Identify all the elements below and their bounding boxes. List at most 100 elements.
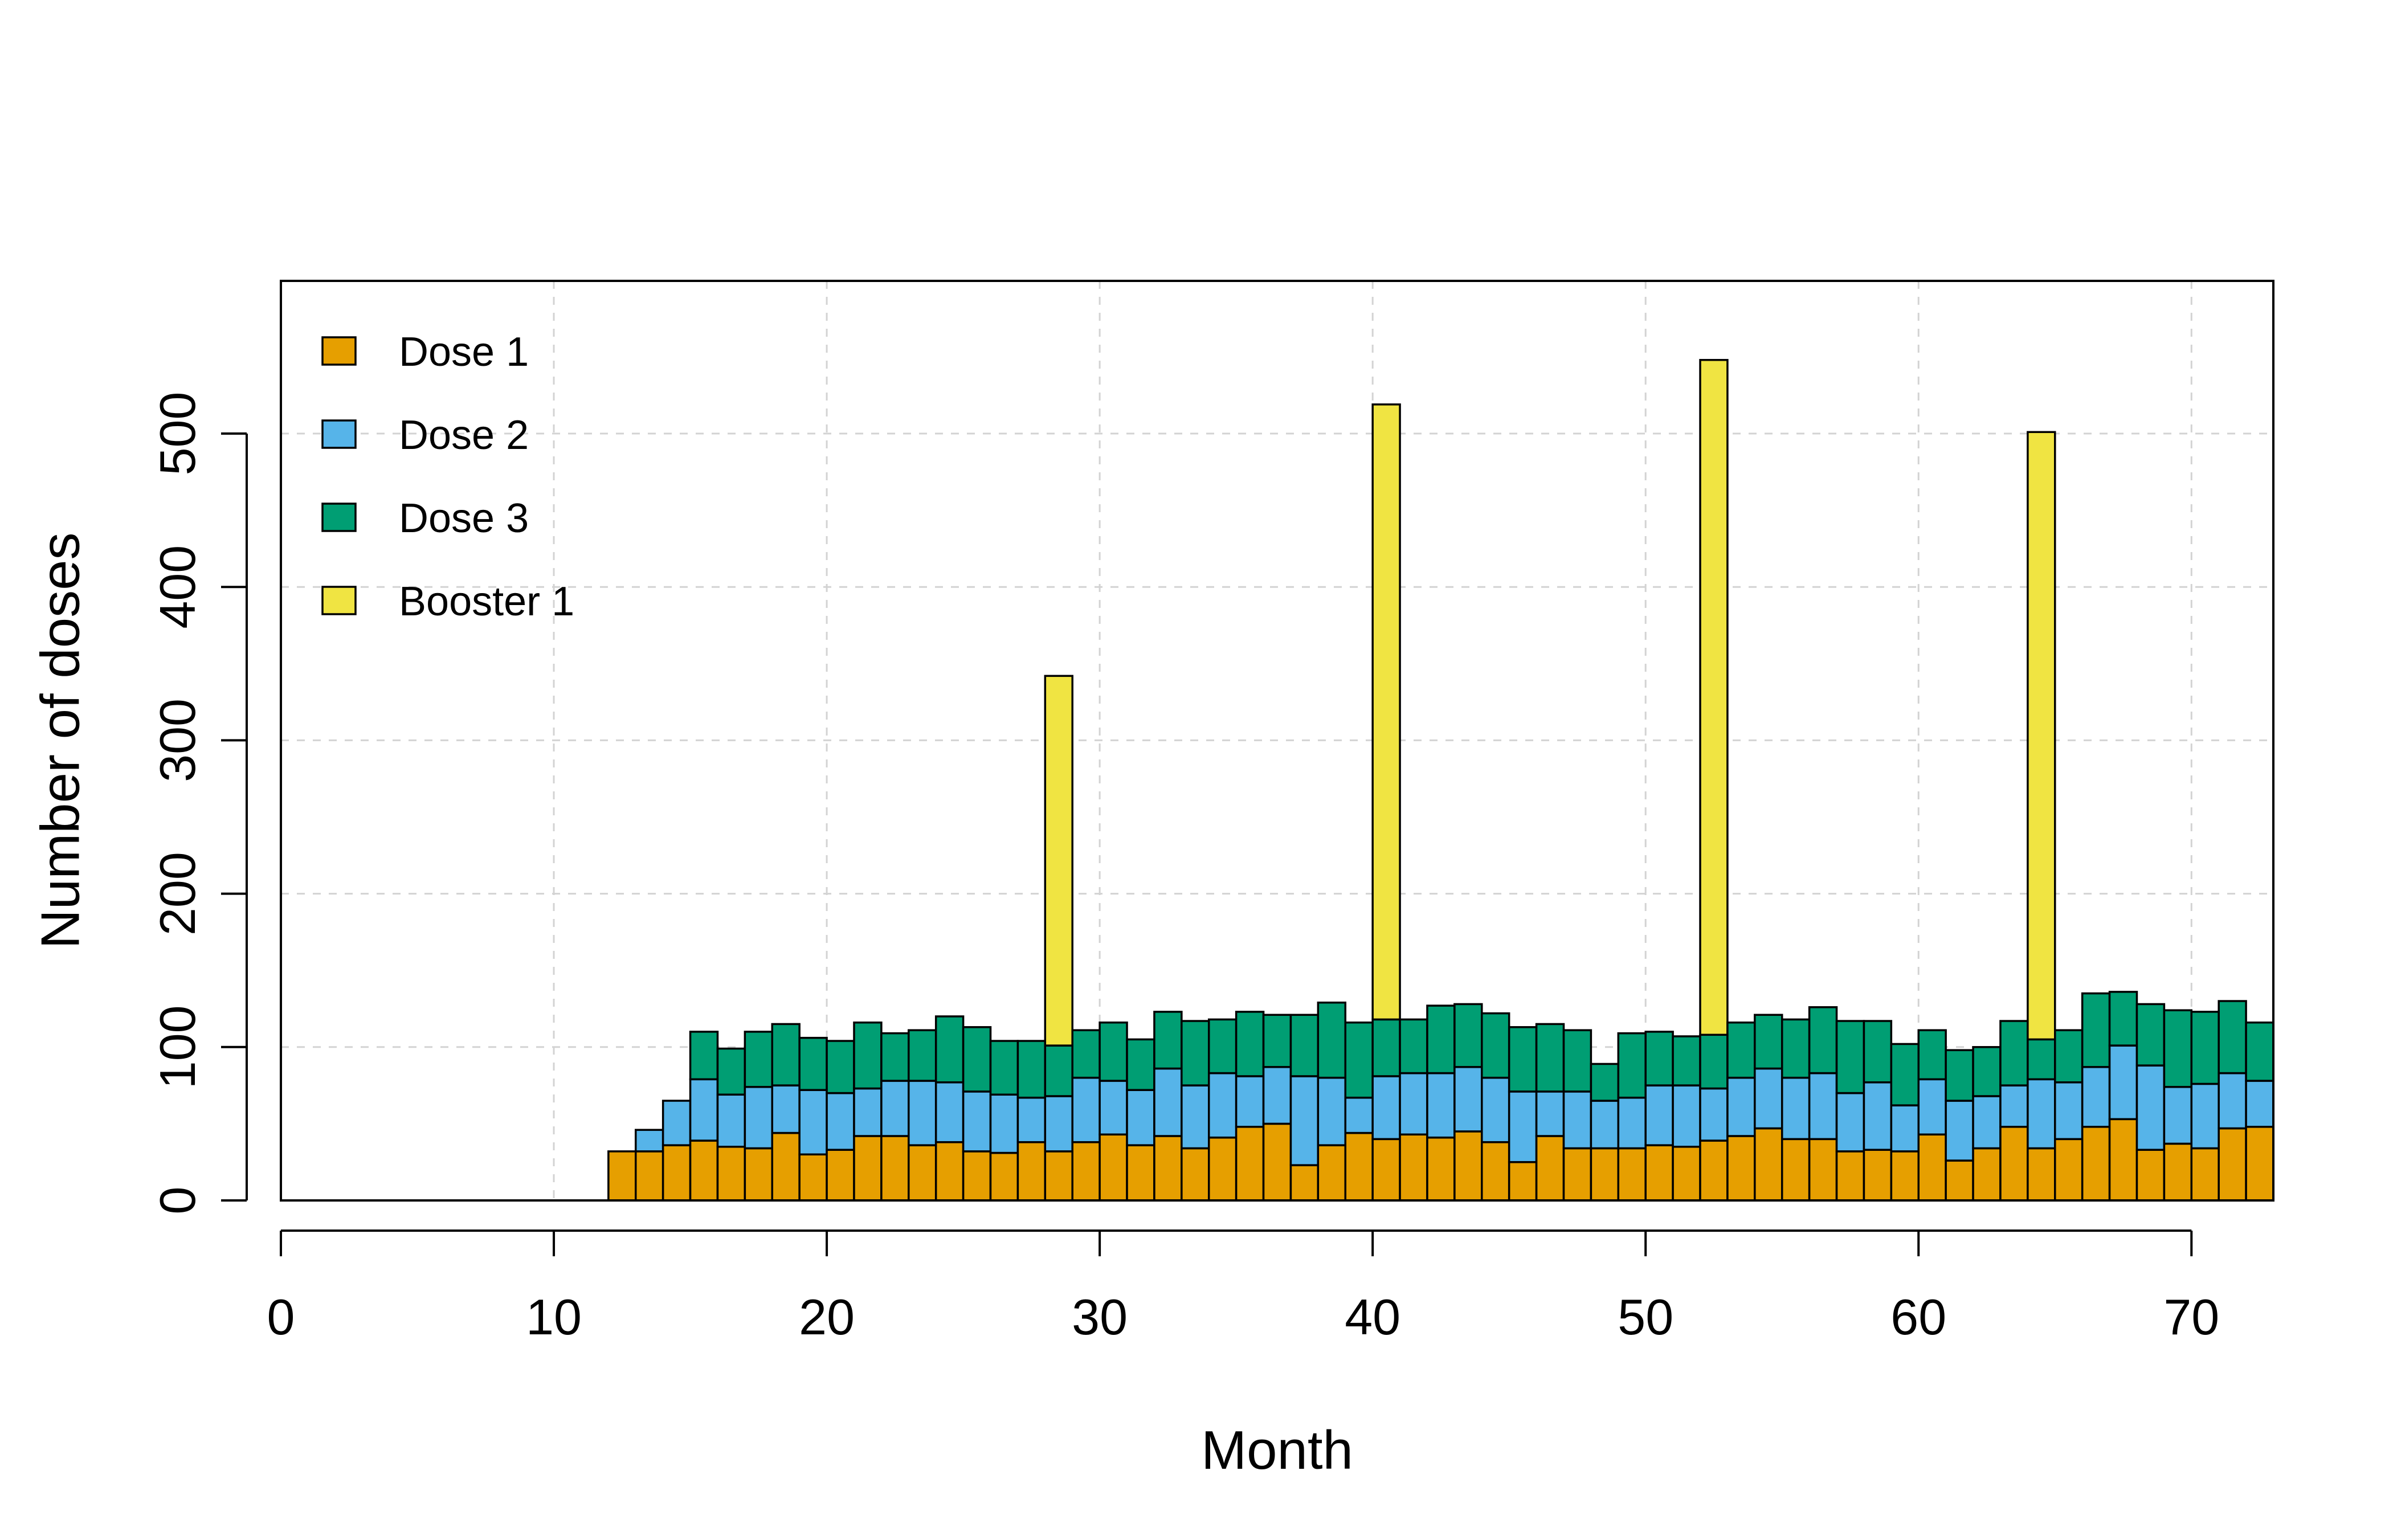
bar-booster-1-month-53	[1699, 359, 1729, 1036]
bar-dose-1-month-58	[1835, 1150, 1865, 1202]
legend-label-booster-1: Booster 1	[399, 579, 574, 624]
bar-dose-3-month-57	[1808, 1006, 1838, 1075]
bar-dose-1-month-38	[1289, 1164, 1320, 1202]
bar-dose-2-month-52	[1672, 1084, 1701, 1148]
bar-dose-2-month-73	[2245, 1080, 2274, 1128]
bar-dose-3-month-33	[1153, 1011, 1183, 1070]
bar-dose-2-month-28	[1016, 1096, 1047, 1143]
bar-dose-2-month-22	[853, 1087, 883, 1137]
bar-dose-2-month-70	[2163, 1086, 2193, 1145]
bar-dose-3-month-42	[1399, 1018, 1428, 1075]
bar-dose-3-month-58	[1835, 1020, 1865, 1094]
bar-dose-2-month-45	[1481, 1076, 1510, 1143]
bar-dose-2-month-65	[2027, 1078, 2056, 1150]
bar-dose-3-month-68	[2108, 991, 2138, 1047]
x-axis-title: Month	[1201, 1420, 1353, 1481]
bar-dose-3-month-18	[744, 1031, 774, 1088]
bar-dose-3-month-65	[2027, 1038, 2056, 1081]
legend-label-dose-2: Dose 2	[399, 412, 529, 458]
bar-dose-2-month-35	[1207, 1072, 1238, 1139]
bar-dose-1-month-43	[1426, 1136, 1456, 1202]
bar-dose-2-month-60	[1890, 1104, 1920, 1153]
bar-dose-2-month-19	[771, 1084, 801, 1134]
bar-dose-2-month-40	[1344, 1096, 1374, 1134]
bar-dose-2-month-44	[1453, 1066, 1483, 1133]
bar-dose-1-month-53	[1699, 1139, 1729, 1202]
y-axis-title: Number of doses	[30, 532, 91, 949]
bar-dose-2-month-57	[1808, 1072, 1838, 1141]
bar-dose-3-month-53	[1699, 1034, 1729, 1090]
bar-dose-2-month-36	[1235, 1075, 1265, 1128]
bar-dose-3-month-17	[716, 1047, 746, 1096]
bar-dose-1-month-30	[1071, 1141, 1101, 1202]
bar-dose-1-month-41	[1371, 1138, 1401, 1202]
axes: 0 10 20 30 40 50 60 70 0 100 200 300 400 500	[149, 392, 2219, 1345]
bar-dose-1-month-15	[661, 1144, 692, 1202]
bar-dose-2-month-63	[1972, 1095, 2002, 1150]
bar-dose-1-month-19	[771, 1131, 801, 1202]
bar-dose-1-month-32	[1126, 1144, 1155, 1202]
y-tick-label-0: 0	[149, 1187, 206, 1215]
y-tick-label-300: 300	[149, 698, 206, 782]
bar-dose-3-month-24	[908, 1029, 937, 1082]
bar-dose-3-month-29	[1044, 1044, 1073, 1097]
bar-dose-2-month-18	[744, 1086, 774, 1150]
bar-dose-2-month-16	[689, 1078, 719, 1142]
bar-dose-1-month-24	[908, 1144, 937, 1202]
legend-swatch-booster-1	[321, 586, 357, 615]
bar-dose-2-month-58	[1835, 1092, 1865, 1153]
bar-dose-1-month-63	[1972, 1147, 2002, 1202]
bar-dose-2-month-69	[2135, 1064, 2166, 1151]
bar-dose-2-month-15	[661, 1100, 692, 1146]
bar-dose-1-month-29	[1044, 1150, 1073, 1202]
legend-label-dose-3: Dose 3	[399, 496, 529, 541]
bar-dose-2-month-61	[1917, 1078, 1947, 1135]
bar-dose-3-month-34	[1181, 1020, 1210, 1086]
bar-dose-1-month-35	[1207, 1136, 1238, 1202]
bar-dose-2-month-21	[826, 1092, 855, 1151]
bar-dose-1-month-54	[1726, 1135, 1756, 1202]
bar-dose-3-month-73	[2245, 1021, 2274, 1082]
bar-dose-3-month-63	[1972, 1046, 2002, 1097]
bar-dose-3-month-59	[1863, 1020, 1893, 1084]
bar-dose-3-month-38	[1289, 1014, 1320, 1077]
bar-dose-3-month-27	[989, 1040, 1019, 1096]
x-tick-label-40: 40	[1345, 1289, 1400, 1345]
bar-dose-2-month-37	[1262, 1066, 1292, 1125]
bar-dose-1-month-14	[635, 1150, 664, 1202]
bar-dose-3-month-67	[2081, 992, 2111, 1068]
y-tick-label-500: 500	[149, 392, 206, 476]
bar-dose-1-month-45	[1481, 1141, 1510, 1202]
bar-dose-1-month-26	[962, 1150, 992, 1202]
bar-dose-2-month-33	[1153, 1067, 1183, 1137]
bar-dose-2-month-54	[1726, 1076, 1756, 1137]
bar-dose-2-month-66	[2054, 1081, 2084, 1141]
bar-dose-3-month-30	[1071, 1029, 1101, 1079]
bar-dose-3-month-51	[1644, 1031, 1674, 1086]
y-tick-label-200: 200	[149, 852, 206, 936]
bar-dose-3-month-22	[853, 1021, 883, 1090]
bar-dose-1-month-61	[1917, 1133, 1947, 1202]
bar-dose-3-month-47	[1535, 1023, 1565, 1093]
bar-dose-1-month-73	[2245, 1126, 2274, 1202]
bar-dose-3-month-69	[2135, 1003, 2166, 1067]
bar-dose-2-month-49	[1590, 1100, 1620, 1150]
bar-dose-2-month-59	[1863, 1081, 1893, 1151]
bar-dose-3-month-62	[1945, 1049, 1974, 1102]
bar-dose-1-month-39	[1317, 1144, 1347, 1202]
bar-dose-1-month-33	[1153, 1135, 1183, 1202]
bar-dose-1-month-56	[1781, 1138, 1811, 1202]
bar-dose-1-month-31	[1099, 1133, 1128, 1202]
bar-dose-3-month-43	[1426, 1004, 1456, 1075]
x-tick-label-30: 30	[1072, 1289, 1128, 1345]
legend-swatch-dose-1	[321, 336, 357, 366]
bar-dose-1-month-44	[1453, 1130, 1483, 1202]
bar-dose-3-month-54	[1726, 1021, 1756, 1079]
bar-dose-2-month-64	[1999, 1084, 2029, 1128]
bars	[281, 359, 2274, 1202]
bar-dose-1-month-40	[1344, 1131, 1374, 1202]
bar-booster-1-month-65	[2027, 431, 2056, 1041]
bar-booster-1-month-41	[1371, 403, 1401, 1021]
bar-dose-2-month-23	[880, 1080, 910, 1137]
bar-dose-3-month-19	[771, 1023, 801, 1086]
